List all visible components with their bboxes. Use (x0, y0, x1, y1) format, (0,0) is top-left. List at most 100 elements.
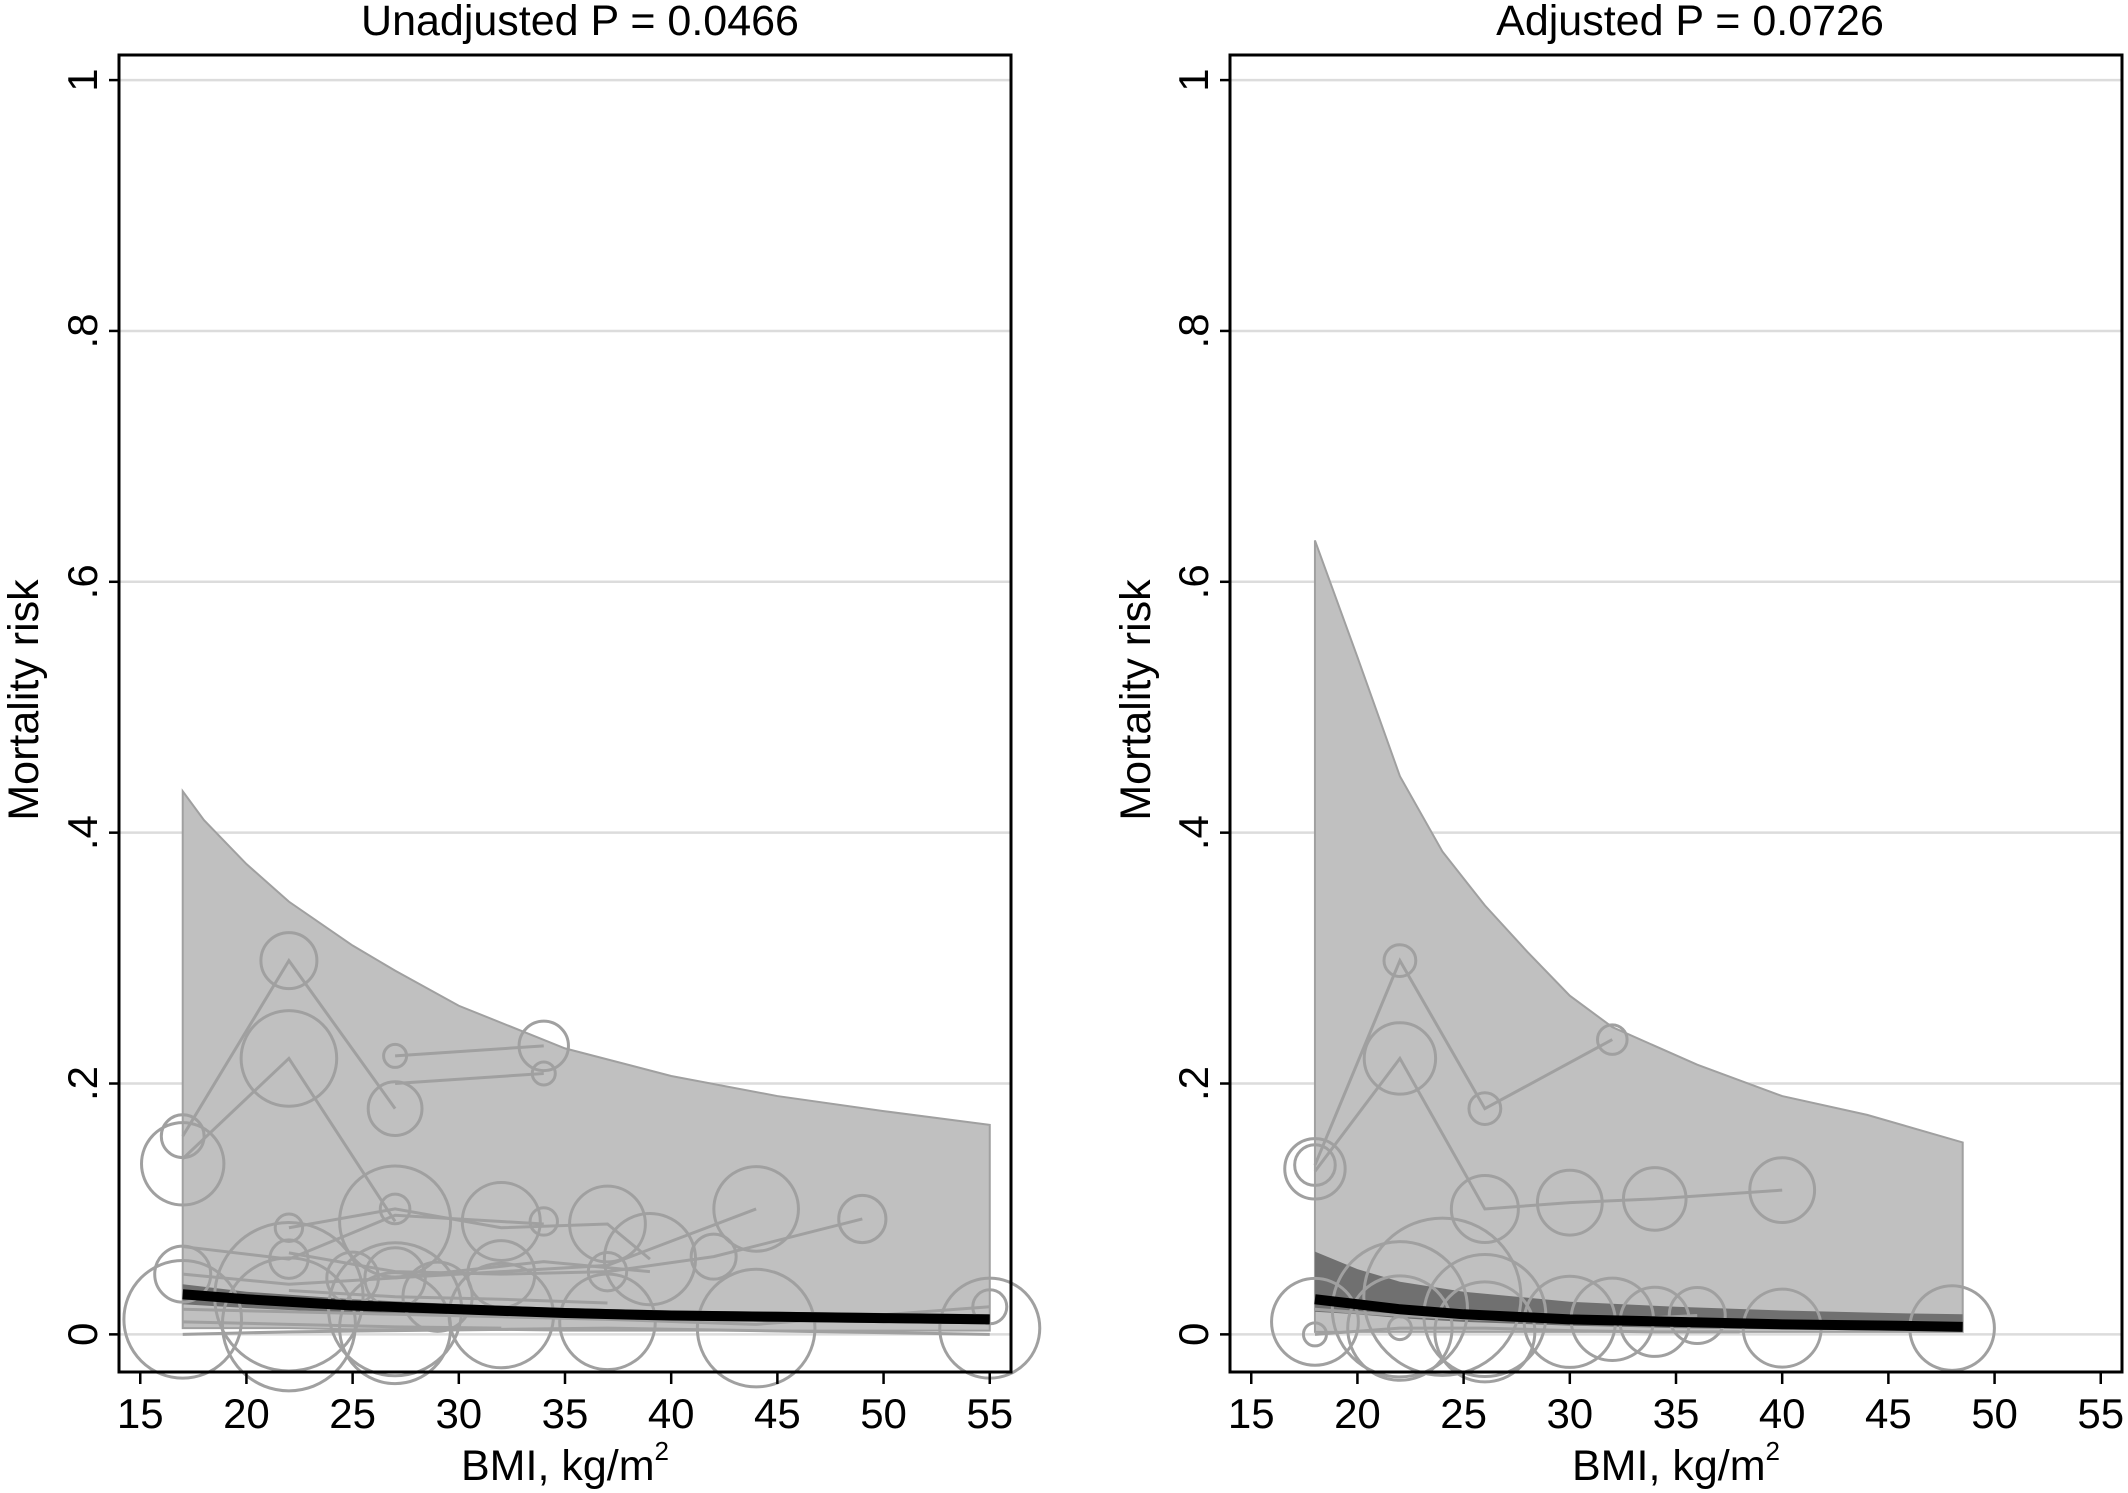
fit-line (182, 1289, 990, 1325)
x-tick-label: 50 (860, 1390, 907, 1437)
study-point (273, 1212, 305, 1243)
study-point (1293, 1143, 1337, 1187)
study-point (1449, 1173, 1520, 1244)
x-axis-title: BMI, kg/m2 (1572, 1436, 1780, 1490)
study-point (382, 1042, 409, 1069)
x-tick-label: 30 (435, 1390, 482, 1437)
x-tick-label: 15 (117, 1390, 164, 1437)
study-point (689, 1232, 738, 1281)
y-axis-title: Mortality risk (1112, 579, 1160, 821)
study-point (1433, 1280, 1537, 1384)
y-tick-labels: 0 .2 .4 .6 .8 1 (1170, 68, 1230, 1346)
x-axis-title-sup: 2 (1766, 1436, 1780, 1466)
study-line (1313, 957, 1613, 1166)
x-axis-title: BMI, kg/m2 (461, 1436, 669, 1490)
study-line (288, 1288, 608, 1305)
panel-unadjusted: Unadjusted P = 0.0466 15 20 25 30 35 40 45 50 55… (0, 0, 1042, 1490)
y-tick-labels: 0 .2 .4 .6 .8 1 (59, 68, 119, 1346)
study-point (220, 1256, 357, 1393)
y-tick-label: .2 (1170, 1066, 1217, 1101)
y-axis-title: Mortality risk (0, 579, 48, 821)
study-point (971, 1288, 1009, 1326)
panel-adjusted: Adjusted P = 0.0726 15 20 25 30 35 40 45 50 55 0… (1112, 0, 2124, 1490)
study-point (338, 1164, 453, 1279)
study-point (1301, 1321, 1328, 1348)
study-point (1382, 943, 1418, 978)
study-point (378, 1192, 412, 1226)
x-tick-label: 45 (1865, 1390, 1912, 1437)
x-tick-labels: 15 20 25 30 35 40 45 50 55 (117, 1372, 1013, 1437)
panel-title: Adjusted P = 0.0726 (1496, 0, 1884, 45)
study-point (530, 1060, 557, 1087)
study-point (1386, 1315, 1413, 1342)
fit-line-path (182, 1289, 990, 1325)
study-line (288, 1207, 651, 1261)
study-point (401, 1260, 474, 1333)
study-point (558, 1272, 657, 1372)
study-line (1313, 1055, 1783, 1211)
y-tick-label: .6 (59, 564, 106, 599)
study-point (140, 1121, 226, 1207)
study-point (1283, 1137, 1347, 1201)
study-point (153, 1244, 213, 1304)
y-tick-label: 0 (59, 1323, 106, 1346)
study-point (1748, 1156, 1817, 1225)
x-tick-label: 40 (648, 1390, 695, 1437)
study-point (1467, 1091, 1503, 1126)
x-tick-label: 30 (1546, 1390, 1593, 1437)
study-line (1314, 1326, 1740, 1336)
study-line (182, 1326, 990, 1336)
study-point (1621, 1166, 1688, 1232)
x-tick-label: 40 (1759, 1390, 1806, 1437)
y-tick-label: .6 (1170, 564, 1217, 599)
study-line (181, 1056, 397, 1223)
y-tick-label: 1 (1170, 68, 1217, 91)
x-tick-labels: 15 20 25 30 35 40 45 50 55 (1228, 1372, 2124, 1437)
y-tick-label: .8 (59, 313, 106, 348)
study-point (1346, 1274, 1454, 1382)
study-point (239, 1009, 339, 1108)
study-line (182, 1207, 757, 1286)
x-tick-label: 55 (2077, 1390, 2124, 1437)
study-point (568, 1184, 647, 1264)
y-tick-label: .8 (1170, 313, 1217, 348)
study-point (159, 1113, 206, 1160)
study-point (1330, 1240, 1470, 1379)
y-tick-label: 1 (59, 68, 106, 91)
x-tick-label: 20 (1334, 1390, 1381, 1437)
ci-band-area (181, 788, 991, 1332)
study-line (394, 1071, 544, 1086)
study-point (122, 1259, 244, 1380)
x-tick-label: 25 (329, 1390, 376, 1437)
study-point (460, 1180, 542, 1262)
study-point (695, 1267, 817, 1389)
study-point (366, 1080, 424, 1137)
study-line (182, 1213, 544, 1261)
x-axis-title-main: BMI, kg/m (1572, 1442, 1766, 1490)
study-point (517, 1019, 570, 1073)
y-tick-label: .4 (59, 815, 106, 850)
x-tick-label: 55 (966, 1390, 1013, 1437)
study-line (181, 957, 397, 1137)
study-line (182, 1320, 502, 1330)
fit-line (1314, 1294, 1963, 1332)
x-tick-label: 45 (754, 1390, 801, 1437)
study-point (1270, 1276, 1360, 1367)
study-point (712, 1165, 800, 1253)
study-point (1362, 1021, 1438, 1096)
study-point (1667, 1286, 1727, 1346)
y-tick-label: .2 (59, 1066, 106, 1101)
study-point (259, 931, 319, 991)
study-point (837, 1193, 888, 1245)
study-line (182, 1305, 990, 1326)
x-tick-label: 20 (223, 1390, 270, 1437)
ci-band (1313, 540, 1964, 1333)
study-point (602, 1212, 698, 1307)
x-tick-label: 35 (1653, 1390, 1700, 1437)
y-tick-label: 0 (1170, 1323, 1217, 1346)
study-point (586, 1250, 629, 1293)
x-tick-label: 15 (1228, 1390, 1275, 1437)
x-axis-title-sup: 2 (655, 1436, 669, 1466)
study-point (1595, 1023, 1629, 1056)
